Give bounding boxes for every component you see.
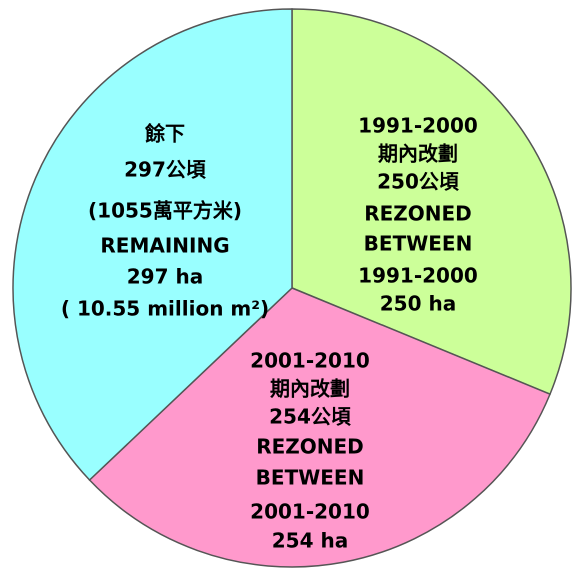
slice-label: 餘下 [145,122,185,146]
slice-label: REMAINING [100,234,229,258]
pie-slice [12,8,293,482]
slice-label: REZONED [364,202,472,226]
slice-label: REZONED [256,435,364,459]
pie-slice [291,8,572,396]
slice-label: 1991-2000 [358,264,478,288]
slice-label: BETWEEN [364,232,473,256]
slice-label: 250 ha [380,292,456,316]
slice-label: 250公頃 [377,170,460,194]
slice-label: 254 ha [272,529,348,553]
pie-slice [88,287,552,568]
slice-label: 297 ha [127,265,203,289]
slice-label: 2001-2010 [250,500,370,524]
slice-label: 2001-2010 [250,349,370,373]
slice-label: 期內改劃 [378,142,458,166]
slice-label: 1991-2000 [358,114,478,138]
slice-label: 254公頃 [269,405,352,429]
slice-label: 297公頃 [124,158,207,182]
slice-label: 期內改劃 [270,377,350,401]
slice-label: ( 10.55 million m²) [61,297,269,321]
slice-label: (1055萬平方米) [88,199,242,223]
slice-label: BETWEEN [256,466,365,490]
